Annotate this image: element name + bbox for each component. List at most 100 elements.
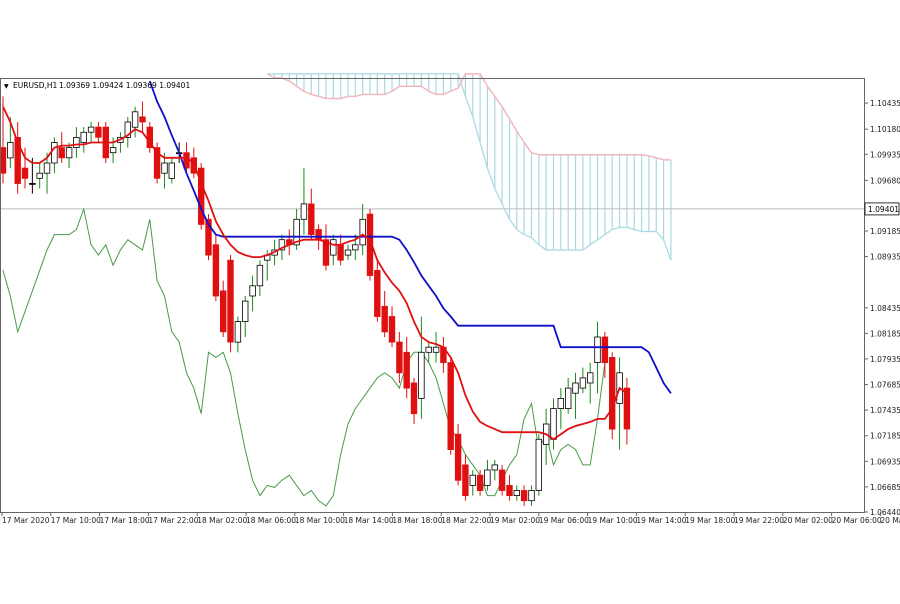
candle-body — [315, 229, 322, 241]
candle-body — [366, 213, 374, 276]
candle — [95, 122, 102, 143]
candle — [322, 224, 330, 271]
candle-body — [124, 121, 131, 138]
candle-body — [425, 346, 432, 353]
candle-body — [14, 136, 21, 184]
candle-body — [58, 147, 65, 159]
candle-body — [153, 147, 161, 179]
candle — [58, 132, 65, 163]
candle — [609, 352, 616, 440]
candle-body — [51, 142, 58, 164]
y-tick-label: 1.09935 — [870, 150, 900, 159]
candle-body — [396, 341, 403, 374]
candle — [205, 214, 212, 261]
candle-body — [330, 239, 337, 256]
senkou-span-b-line — [267, 73, 672, 261]
kijun-sen-line — [148, 80, 672, 394]
candle-body — [7, 142, 14, 159]
x-tick-label: 18 Mar 22:00 — [441, 516, 491, 525]
candle — [256, 260, 264, 297]
candle-body — [87, 126, 95, 133]
candle-body — [454, 433, 462, 481]
candle-body — [469, 474, 476, 486]
candle-body — [95, 126, 102, 138]
candle-body — [381, 305, 388, 333]
tenkan-sen-path — [2, 106, 628, 441]
candle-body — [484, 469, 491, 486]
candle-body — [109, 147, 117, 154]
y-tick-label: 1.06685 — [870, 483, 900, 492]
candle — [212, 234, 220, 302]
candle-body — [506, 484, 513, 496]
candle-body — [212, 244, 220, 297]
candle-body — [241, 300, 249, 323]
candle — [131, 106, 139, 138]
tenkan-sen-line — [2, 106, 628, 441]
candle — [498, 464, 506, 496]
candle-body — [418, 351, 425, 399]
candle — [535, 434, 542, 496]
candle — [197, 162, 205, 230]
candle — [557, 388, 564, 430]
y-tick-label: 1.06440 — [870, 508, 900, 517]
candle — [587, 362, 594, 404]
candle — [388, 306, 396, 348]
senkou-span-a-line — [266, 73, 671, 161]
candle — [601, 331, 609, 378]
plot-border — [0, 78, 865, 513]
candle — [344, 244, 352, 261]
candle — [447, 357, 454, 455]
candle-body — [491, 464, 498, 471]
candle — [623, 377, 631, 445]
candle — [484, 459, 491, 491]
candle-body — [623, 387, 631, 430]
candle — [227, 255, 234, 353]
candle-body — [374, 269, 381, 317]
candle — [234, 316, 242, 353]
y-tick-label: 1.09185 — [870, 227, 900, 236]
candle — [403, 336, 410, 399]
candle-body — [234, 321, 242, 343]
candle — [579, 367, 587, 394]
y-tick-label: 1.08935 — [870, 253, 900, 262]
candle — [168, 157, 175, 184]
x-tick-label: 17 Mar 22:00 — [148, 516, 198, 525]
x-tick-label: 18 Mar 18:00 — [392, 516, 442, 525]
y-tick-label: 1.07685 — [870, 381, 900, 390]
x-tick-label: 20 Mar 06:00 — [832, 516, 882, 525]
candle — [153, 142, 161, 184]
candle-body — [36, 172, 43, 179]
candle-body — [131, 111, 139, 128]
candle — [462, 454, 469, 501]
candle — [124, 116, 131, 148]
candle — [418, 316, 425, 419]
candle-body — [21, 167, 29, 179]
chart-header: ▼ EURUSD,H1 1.09369 1.09424 1.09369 1.09… — [4, 81, 190, 90]
candle — [528, 485, 535, 506]
y-tick-label: 1.07935 — [870, 355, 900, 364]
candle — [572, 372, 579, 419]
x-tick-label: 17 Mar 18:00 — [100, 516, 150, 525]
candle — [330, 234, 337, 266]
dropdown-arrow-icon[interactable]: ▼ — [4, 83, 9, 90]
candle-body — [594, 336, 601, 364]
candle — [366, 209, 374, 281]
candle — [454, 423, 462, 486]
candle-body — [205, 218, 212, 256]
candle — [308, 188, 315, 240]
candle-body — [410, 382, 418, 415]
candle-body — [293, 218, 300, 246]
price-axis: 1.10435 1.10180 1.09935 1.09680 1.09185 1.089… — [864, 99, 900, 517]
candle-body — [256, 264, 264, 287]
candle-body — [447, 362, 454, 451]
candle-body — [432, 346, 440, 353]
x-tick-label: 19 Mar 06:00 — [539, 516, 589, 525]
candle — [73, 127, 80, 158]
ohlc-readout: 1.09369 1.09424 1.09369 1.09401 — [59, 81, 190, 90]
candle-body — [587, 372, 594, 384]
x-tick-label: 18 Mar 02:00 — [197, 516, 247, 525]
current-price-marker — [864, 202, 900, 216]
y-tick-label: 1.08435 — [870, 304, 900, 313]
